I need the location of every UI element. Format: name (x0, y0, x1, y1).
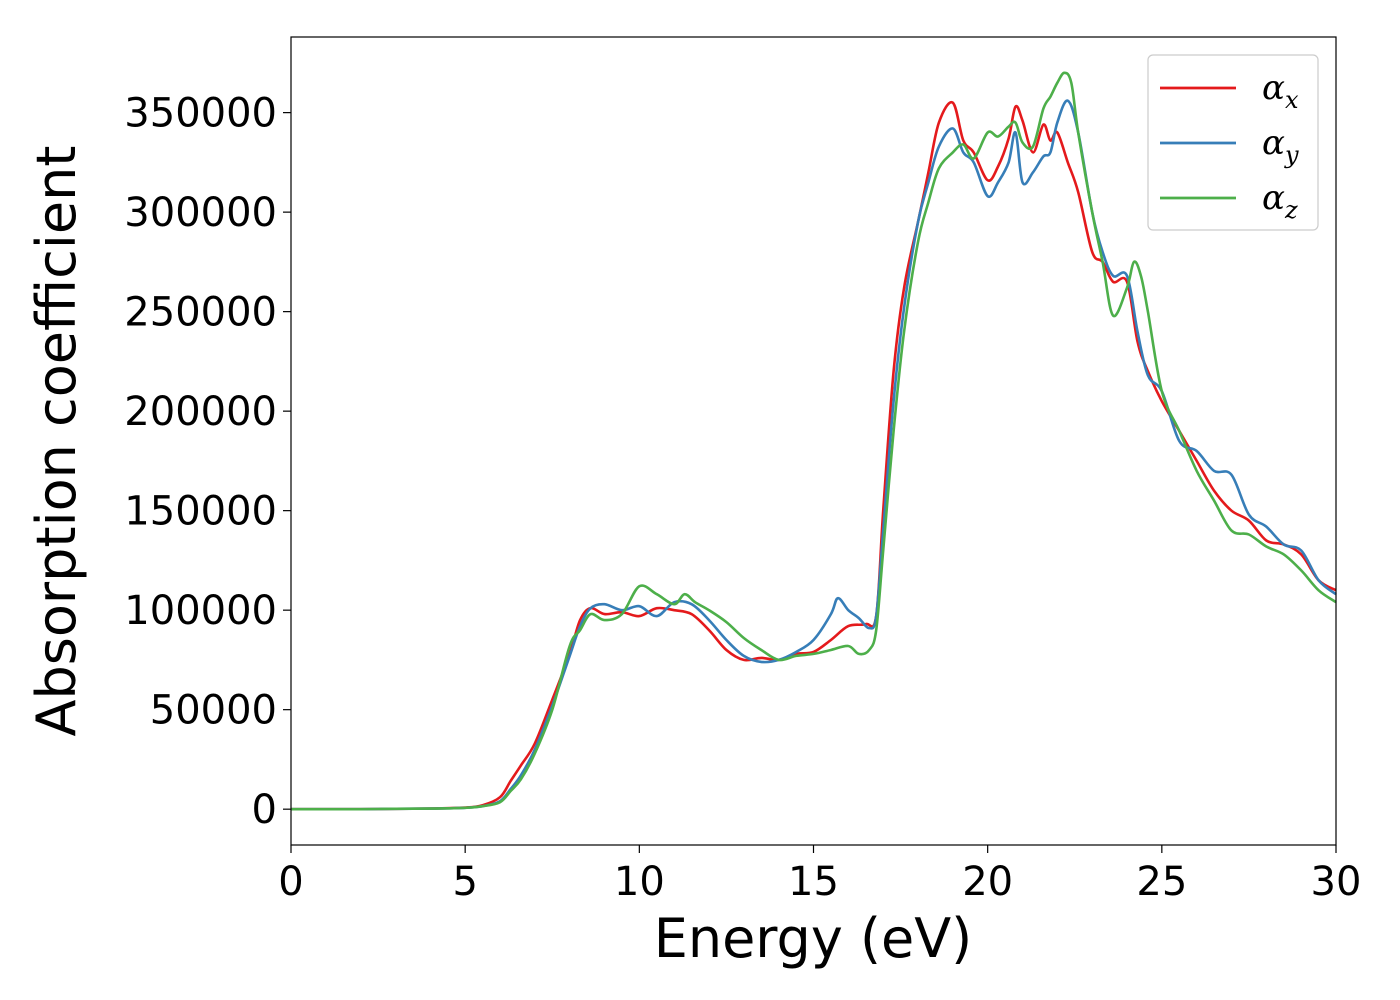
legend-subscript: y (1284, 141, 1299, 169)
y-axis-title: Absorption coefficient (25, 146, 88, 737)
legend-subscript: x (1285, 86, 1299, 114)
legend-symbol: α (1262, 68, 1285, 108)
x-tick-label: 10 (614, 859, 665, 905)
x-tick-label: 5 (452, 859, 477, 905)
x-tick-label: 15 (788, 859, 839, 905)
x-tick-label: 30 (1311, 859, 1362, 905)
y-axis-ticks: 0 50000 100000 150000 200000 250000 300000 3500… (124, 91, 291, 833)
x-axis-title: Energy (eV) (654, 907, 973, 970)
series-line-z (290, 71, 1337, 811)
y-tick-label: 50000 (150, 688, 277, 734)
x-tick-label: 25 (1136, 859, 1187, 905)
y-tick-label: 0 (252, 787, 277, 833)
x-axis-ticks: 0 5 10 15 20 25 30 (278, 845, 1361, 905)
legend-symbol: α (1262, 123, 1285, 163)
legend-label-y: αy (1262, 123, 1299, 169)
y-tick-label: 250000 (124, 290, 277, 336)
series-line-y (290, 99, 1337, 811)
y-tick-label: 150000 (124, 489, 277, 535)
legend-label-x: αx (1262, 68, 1299, 114)
x-tick-label: 0 (278, 859, 303, 905)
legend-symbol: α (1262, 178, 1285, 218)
legend-label-z: αz (1262, 178, 1298, 224)
y-tick-label: 200000 (124, 389, 277, 435)
y-tick-label: 100000 (124, 588, 277, 634)
x-tick-label: 20 (962, 859, 1013, 905)
y-tick-label: 350000 (124, 91, 277, 137)
series-layer (290, 71, 1337, 811)
legend-subscript: z (1284, 196, 1298, 224)
y-tick-label: 300000 (124, 190, 277, 236)
